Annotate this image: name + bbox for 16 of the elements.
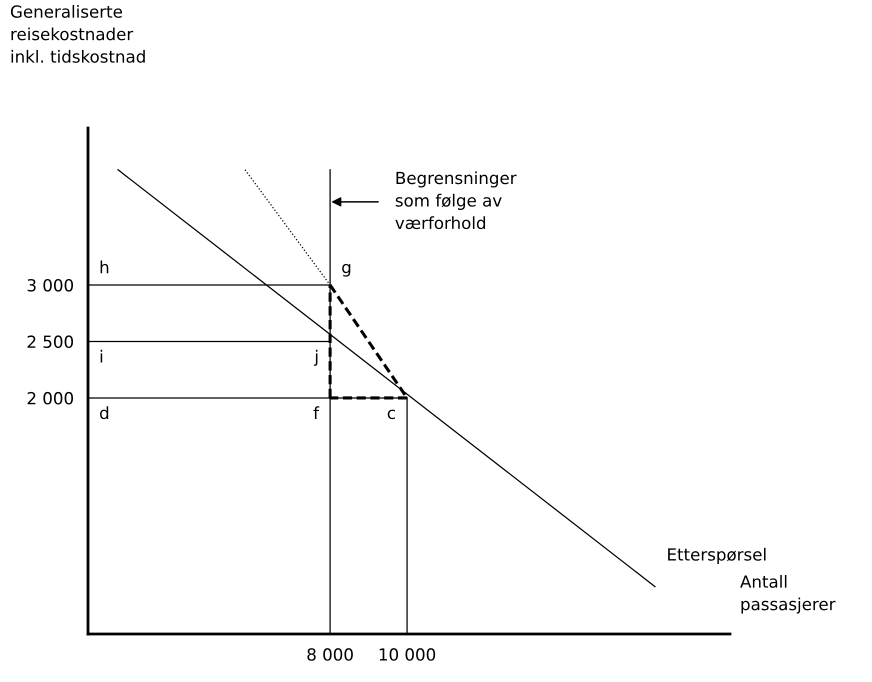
x-axis-title: Antall passasjerer: [740, 575, 836, 614]
annotation: d: [100, 406, 108, 420]
x-tick-label: 8 000: [307, 648, 353, 661]
annotation: f: [314, 406, 320, 419]
annotation: i: [100, 350, 102, 362]
x-tick-label: 10 000: [380, 648, 436, 661]
y-tick-label: 2 500: [28, 335, 74, 348]
annotation: Begrensninger som følge av værforhold: [395, 171, 517, 230]
y-tick-label: 3 000: [28, 278, 74, 292]
series-label: Etterspørsel: [668, 548, 766, 564]
annotation: c: [388, 410, 395, 420]
annotation: h: [100, 260, 108, 274]
y-tick-label: 2 000: [28, 392, 74, 405]
annotation: g: [342, 264, 350, 277]
y-axis-title: Generaliserte reisekostnader inkl. tidskostnad: [10, 5, 145, 63]
annotation: j: [314, 350, 318, 366]
